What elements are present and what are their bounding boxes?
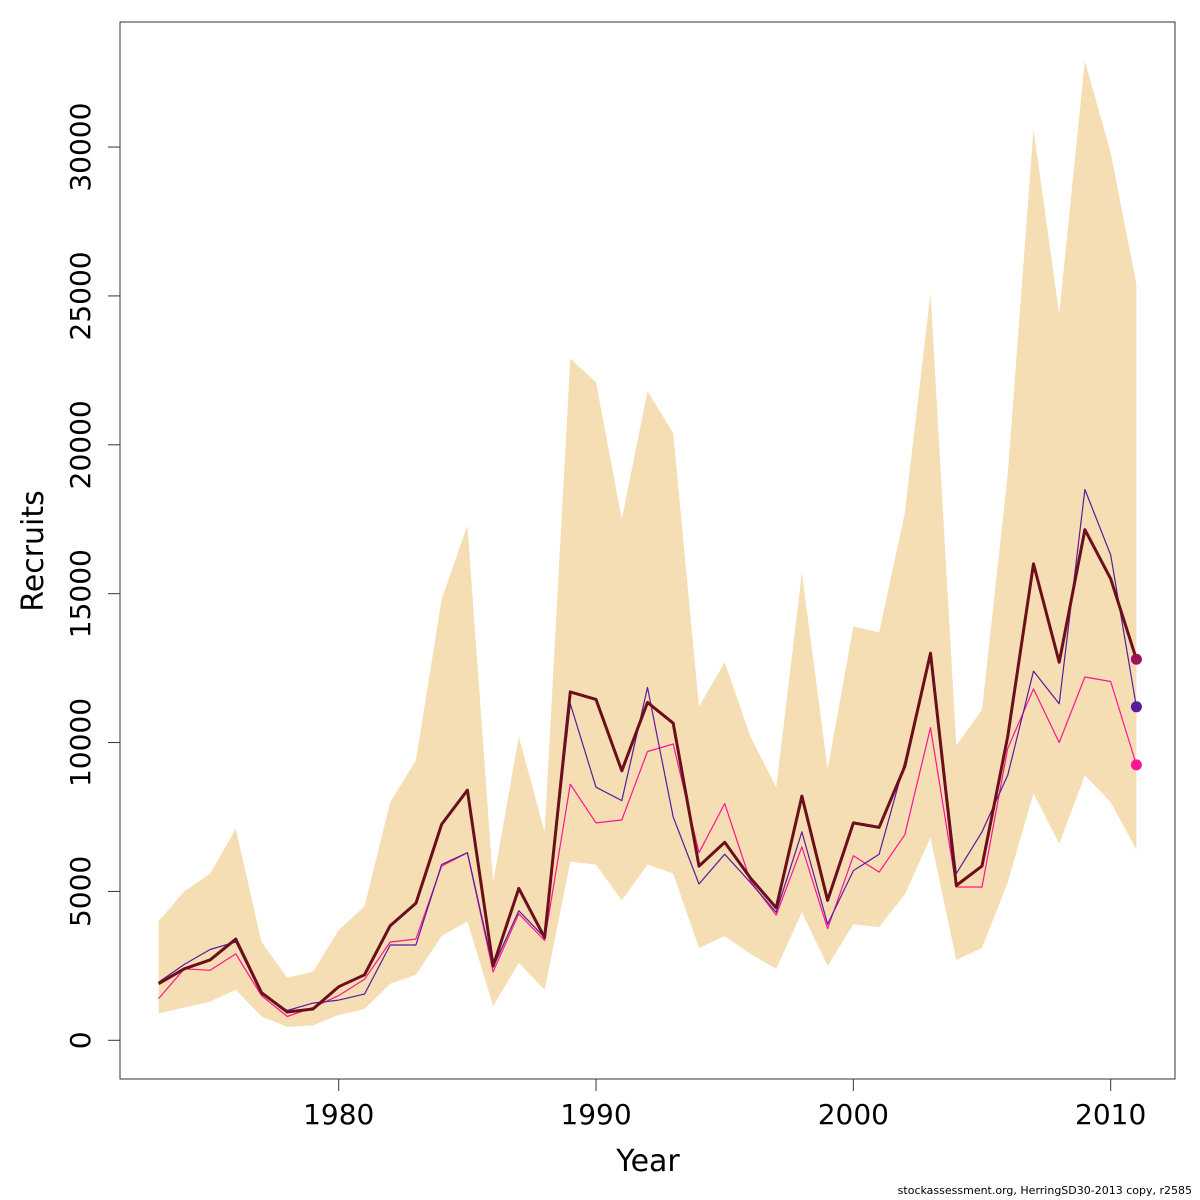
- series-line-1: [157, 528, 1138, 1014]
- plot-frame: [119, 21, 1176, 1080]
- end-marker-layer: [1130, 653, 1142, 771]
- confidence-band: [158, 60, 1137, 1027]
- x-axis: 1980 1990 2000 2010: [303, 1079, 1146, 1131]
- x-tick-label: 1990: [560, 1098, 631, 1131]
- y-tick-label: 15000: [64, 549, 97, 638]
- footer-credit: stockassessment.org, HerringSD30-2013 co…: [897, 1184, 1192, 1197]
- x-axis-title: Year: [615, 1144, 680, 1179]
- y-tick-label: 0: [64, 1031, 97, 1049]
- x-tick-label: 1980: [303, 1098, 374, 1131]
- series-end-point-3: [1130, 759, 1142, 771]
- y-tick-label: 10000: [64, 698, 97, 787]
- y-axis-title: Recruits: [16, 490, 51, 612]
- x-tick-label: 2000: [818, 1098, 889, 1131]
- x-tick-label: 2010: [1075, 1098, 1146, 1131]
- y-tick-label: 25000: [64, 251, 97, 340]
- series-layer: [157, 488, 1138, 1018]
- series-end-point-2: [1130, 701, 1142, 713]
- y-tick-label: 5000: [64, 856, 97, 927]
- series-end-point-1: [1130, 653, 1142, 665]
- y-tick-label: 30000: [64, 103, 97, 192]
- y-axis: 0 5000 10000 15000 20000 25000 30000: [64, 103, 120, 1049]
- y-tick-label: 20000: [64, 400, 97, 489]
- confidence-band-layer: [158, 60, 1137, 1027]
